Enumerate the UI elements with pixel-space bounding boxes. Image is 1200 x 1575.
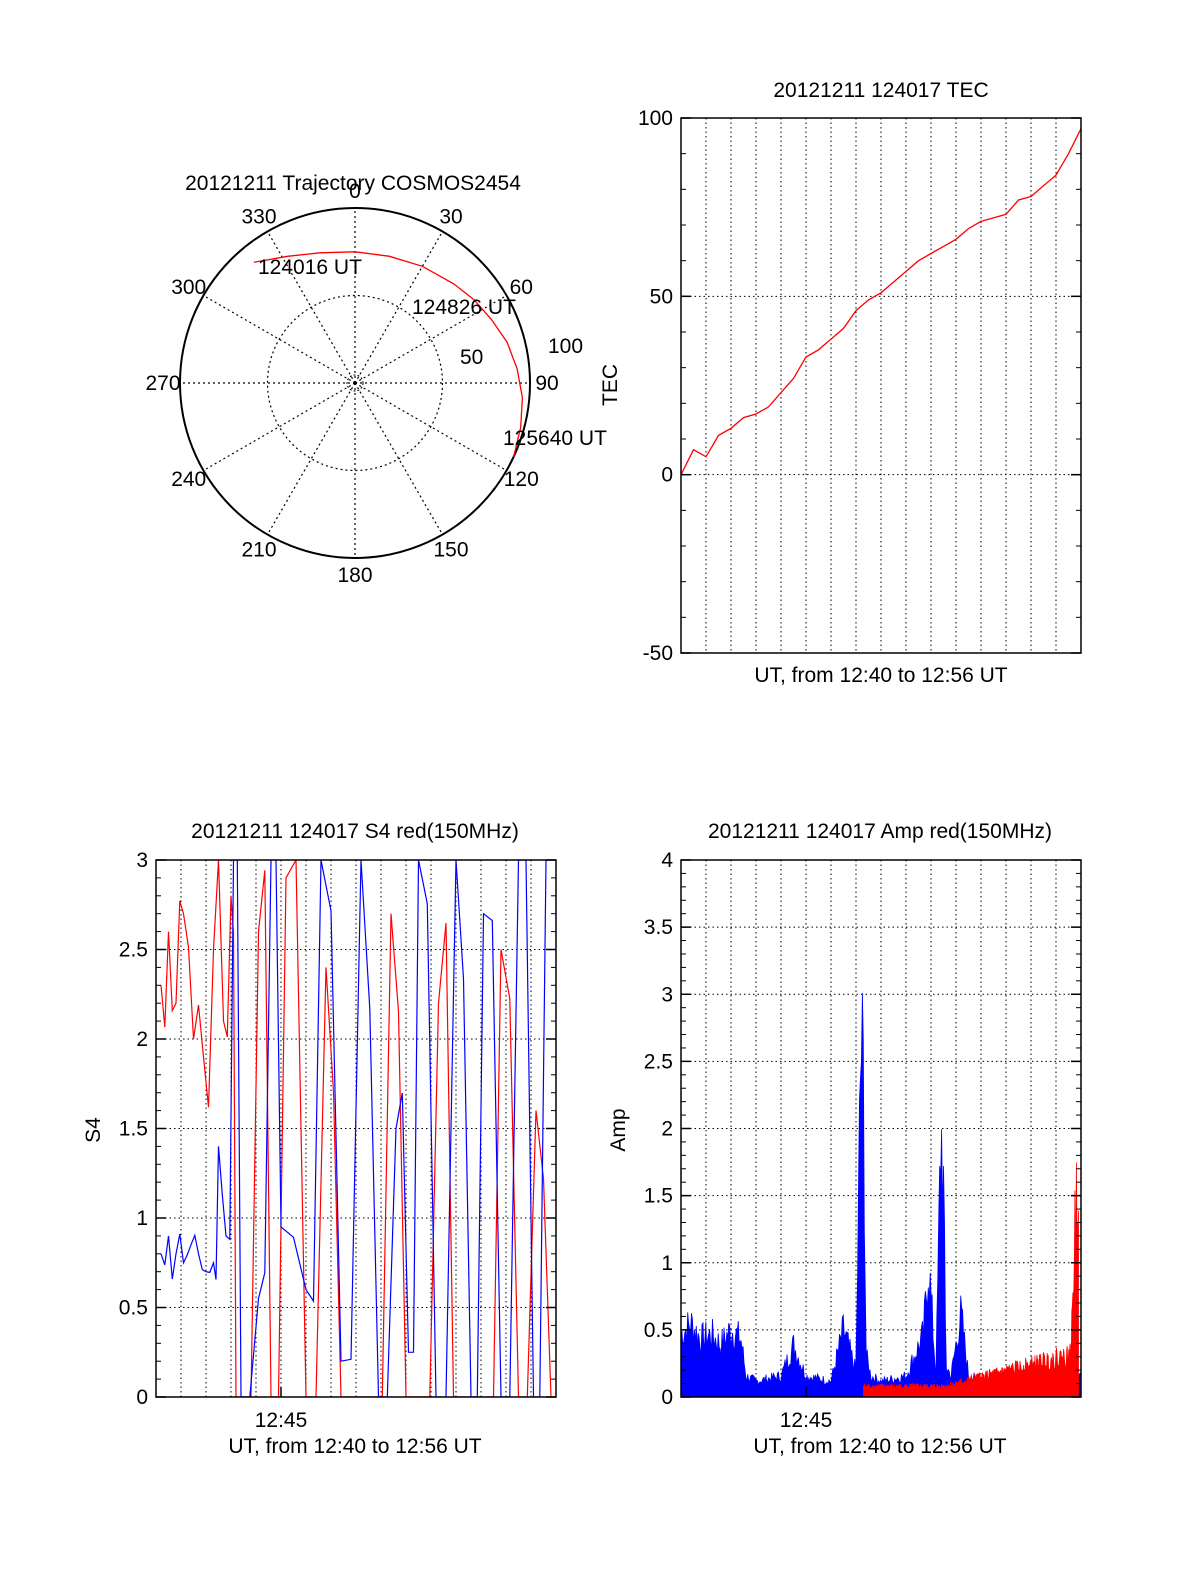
s4-title: 20121211 124017 S4 red(150MHz) <box>191 820 519 843</box>
s4-ytick-label: 1 <box>136 1207 148 1230</box>
s4-ylabel: S4 <box>82 1117 105 1143</box>
polar-spoke-60 <box>354 294 507 384</box>
tec-ytick-label: 100 <box>638 107 673 130</box>
amp-ytick-label: 1 <box>661 1252 673 1275</box>
tec-frame <box>680 117 1082 654</box>
s4-xlabel: UT, from 12:40 to 12:56 UT <box>228 1435 481 1458</box>
amp-xtick-label: 12:45 <box>780 1409 833 1432</box>
s4-series-group <box>160 860 552 1397</box>
polar-azimuth-label-30: 30 <box>439 206 462 229</box>
polar-azimuth-label-90: 90 <box>535 372 558 395</box>
trajectory-line <box>253 251 524 458</box>
polar-elevation-label-100: 100 <box>548 335 583 358</box>
s4-series-1 <box>160 860 547 1397</box>
tec-chart: 20121211 124017 TEC TEC UT, from 12:40 t… <box>599 79 1082 687</box>
polar-azimuth-label-120: 120 <box>504 468 539 491</box>
tec-ytick-label: -50 <box>643 642 673 665</box>
polar-ring-50 <box>266 294 444 472</box>
polar-azimuth-label-60: 60 <box>510 276 533 299</box>
tec-ytick-label: 50 <box>650 285 673 308</box>
amp-ytick-label: 0 <box>661 1386 673 1409</box>
polar-spoke-240 <box>203 382 356 472</box>
trajectory-mid-label: 124826 UT <box>412 296 516 319</box>
amp-ytick-label: 2.5 <box>644 1050 673 1073</box>
polar-center-ring <box>346 374 364 392</box>
polar-spoke-300 <box>203 294 356 384</box>
polar-spoke-120 <box>354 382 507 472</box>
polar-azimuth-label-330: 330 <box>241 206 276 229</box>
s4-ytick-label: 0.5 <box>119 1297 148 1320</box>
polar-azimuth-label-210: 210 <box>241 538 276 561</box>
polar-spoke-210 <box>266 382 356 535</box>
amp-chart: 20121211 124017 Amp red(150MHz) Amp UT, … <box>607 820 1082 1458</box>
tec-ylabel: TEC <box>599 364 622 406</box>
polar-azimuth-label-150: 150 <box>433 538 468 561</box>
polar-title: 20121211 Trajectory COSMOS2454 <box>185 172 521 195</box>
polar-spoke-150 <box>354 382 444 535</box>
s4-series-0 <box>160 860 552 1397</box>
amp-ytick-label: 4 <box>661 849 673 872</box>
amp-xlabel: UT, from 12:40 to 12:56 UT <box>753 1435 1006 1458</box>
trajectory-end-label: 125640 UT <box>503 427 607 450</box>
trajectory-start-label: 124016 UT <box>258 256 362 279</box>
amp-ytick-label: 2 <box>661 1118 673 1141</box>
s4-xtick-label: 12:45 <box>255 1409 308 1432</box>
amp-title: 20121211 124017 Amp red(150MHz) <box>708 820 1052 843</box>
s4-chart: 20121211 124017 S4 red(150MHz) S4 UT, fr… <box>82 820 557 1458</box>
amp-ytick-label: 0.5 <box>644 1319 673 1342</box>
amp-plot-area: 0 0.5 1 1.5 2 2.5 3 3.5 4 12:45 <box>644 849 1082 1432</box>
s4-ytick-label: 2.5 <box>119 939 148 962</box>
s4-ytick-label: 1.5 <box>119 1118 148 1141</box>
polar-azimuth-labels: 0 30 60 90 120 150 180 210 240 270 300 330 <box>145 180 558 587</box>
polar-azimuth-label-300: 300 <box>171 276 206 299</box>
tec-series-group <box>681 128 1081 475</box>
s4-ytick-label: 3 <box>136 849 148 872</box>
polar-azimuth-label-270: 270 <box>145 372 180 395</box>
amp-ytick-label: 3.5 <box>644 916 673 939</box>
polar-trajectory-panel: 20121211 Trajectory COSMOS2454 0 30 60 90 12… <box>145 172 607 587</box>
tec-plot-area: -50 0 50 100 <box>638 107 1082 665</box>
polar-elevation-label-50: 50 <box>460 346 483 369</box>
polar-azimuth-label-240: 240 <box>171 468 206 491</box>
polar-azimuth-label-0: 0 <box>349 180 361 203</box>
tec-ytick-label: 0 <box>661 464 673 487</box>
amp-series-group <box>681 992 1081 1397</box>
tec-xlabel: UT, from 12:40 to 12:56 UT <box>754 664 1007 687</box>
s4-ytick-label: 2 <box>136 1028 148 1051</box>
polar-spoke-30 <box>354 231 444 384</box>
amp-ytick-label: 3 <box>661 983 673 1006</box>
amp-series-1 <box>863 1162 1079 1397</box>
tec-title: 20121211 124017 TEC <box>773 79 988 102</box>
tec-series-0 <box>681 128 1081 475</box>
amp-ytick-label: 1.5 <box>644 1185 673 1208</box>
s4-plot-area: 0 0.5 1 1.5 2 2.5 3 12:45 <box>119 849 557 1432</box>
amp-ylabel: Amp <box>607 1108 630 1151</box>
polar-outer-circle <box>179 207 531 559</box>
polar-azimuth-label-180: 180 <box>337 564 372 587</box>
s4-ytick-label: 0 <box>136 1386 148 1409</box>
